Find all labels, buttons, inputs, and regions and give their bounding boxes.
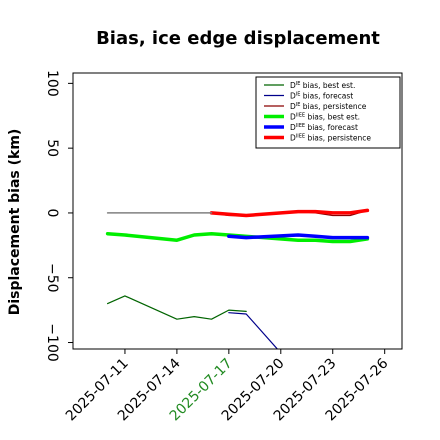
series-line-die-bias-best-est bbox=[106, 295, 247, 320]
series-line-diiee-bias-forecast bbox=[227, 233, 370, 240]
legend-box bbox=[255, 76, 401, 149]
y-tick-label: 50 bbox=[44, 139, 60, 157]
y-axis: −100 −50 0 50 100 bbox=[44, 70, 73, 362]
y-axis-label: Displacement bias (km) bbox=[7, 129, 23, 316]
plot-frame bbox=[72, 72, 403, 350]
series-line-die-bias-forecast bbox=[228, 312, 279, 349]
legend-label: DIE bias, forecast bbox=[290, 92, 353, 101]
legend-label: DIIEE bias, forecast bbox=[290, 123, 358, 132]
y-tick-label: −50 bbox=[44, 263, 60, 293]
legend-label: DIE bias, persistence bbox=[290, 102, 367, 111]
legend-label: DIE bias, best est. bbox=[290, 81, 355, 90]
series-layer bbox=[105, 208, 370, 349]
x-axis: 2025-07-112025-07-142025-07-172025-07-20… bbox=[63, 349, 392, 424]
legend-label: DIIEE bias, best est. bbox=[290, 113, 360, 122]
legend-label: DIIEE bias, persistence bbox=[290, 134, 371, 143]
series-line-diiee-bias-persistence bbox=[209, 208, 370, 218]
y-tick-label: 100 bbox=[44, 70, 60, 97]
chart-title: Bias, ice edge displacement bbox=[96, 28, 380, 49]
legend: DIE bias, best est. DIE bias, forecastDIE… bbox=[255, 76, 401, 149]
y-tick-label: −100 bbox=[44, 323, 60, 361]
y-tick-label: 0 bbox=[44, 208, 60, 217]
